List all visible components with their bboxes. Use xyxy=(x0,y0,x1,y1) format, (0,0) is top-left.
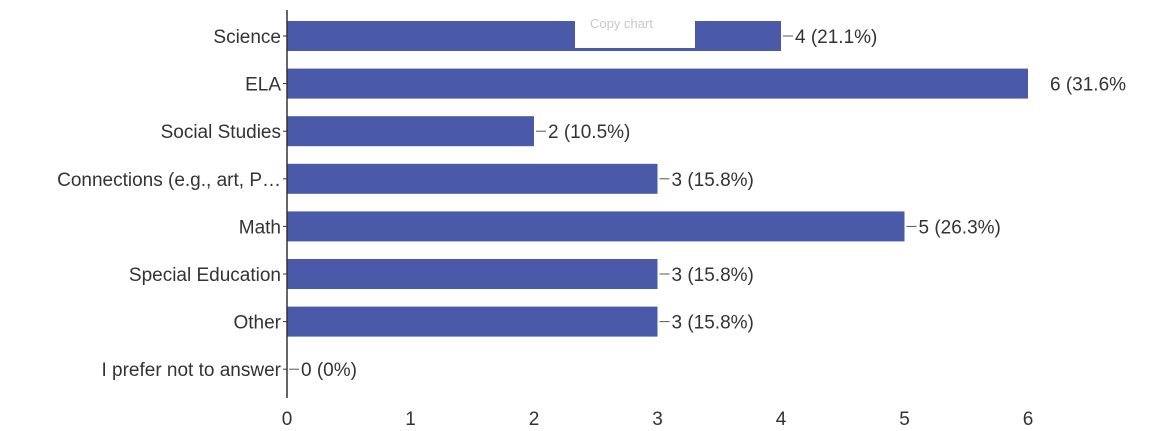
bar[interactable] xyxy=(287,163,658,194)
category-label: Math xyxy=(239,217,281,238)
x-tick-label: 2 xyxy=(529,409,540,430)
x-tick-label: 1 xyxy=(405,409,416,430)
x-tick-label: 3 xyxy=(652,409,663,430)
data-label: 3 (15.8%) xyxy=(672,265,754,286)
data-label: 2 (10.5%) xyxy=(548,122,630,143)
category-label: Social Studies xyxy=(161,122,281,143)
category-label: ELA xyxy=(245,75,281,96)
bar[interactable] xyxy=(287,68,1028,99)
bar[interactable] xyxy=(287,211,905,242)
bar[interactable] xyxy=(287,116,534,147)
bar[interactable] xyxy=(287,306,658,337)
category-label: Special Education xyxy=(129,265,281,286)
category-label: Other xyxy=(233,313,281,334)
bar[interactable] xyxy=(287,21,781,51)
bar[interactable] xyxy=(287,259,658,289)
copy-chart-button-bg xyxy=(575,14,695,48)
data-label: 0 (0%) xyxy=(301,360,357,381)
data-label: 4 (21.1%) xyxy=(795,27,877,48)
x-tick-label: 0 xyxy=(282,409,293,430)
data-label: 5 (26.3%) xyxy=(919,217,1001,238)
x-tick-label: 6 xyxy=(1023,409,1034,430)
x-tick-label: 5 xyxy=(899,409,910,430)
data-label: 6 (31.6% xyxy=(1050,75,1126,96)
data-label: 3 (15.8%) xyxy=(672,313,754,334)
data-label: 3 (15.8%) xyxy=(672,170,754,191)
x-tick-label: 4 xyxy=(776,409,787,430)
copy-chart-button[interactable]: Copy chart xyxy=(590,16,653,31)
category-label: Science xyxy=(213,27,281,48)
category-label: Connections (e.g., art, P… xyxy=(57,170,281,191)
category-label: I prefer not to answer xyxy=(101,360,281,381)
